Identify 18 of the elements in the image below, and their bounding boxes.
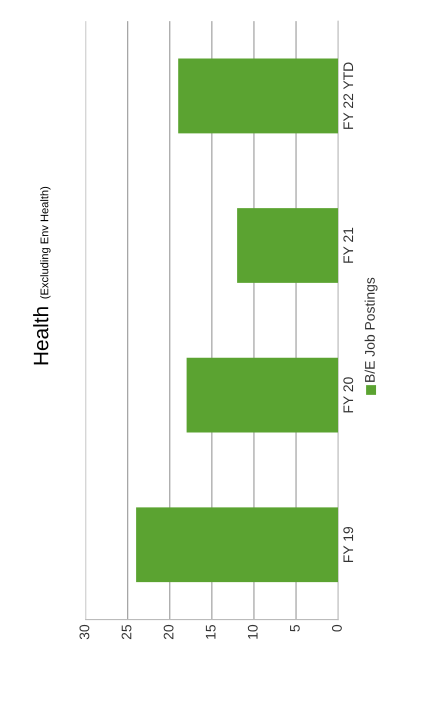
bar (237, 208, 338, 283)
y-tick-label: FY 20 (343, 377, 354, 412)
bar (186, 358, 338, 433)
x-tick-label: 5 (290, 624, 300, 632)
bar (178, 58, 338, 134)
x-tick-label: 0 (332, 624, 342, 632)
text: (Excluding Env Health) (40, 186, 51, 299)
y-tick-label: FY 21 (343, 228, 354, 263)
text: B/E Job Postings (364, 278, 378, 382)
x-tick-label: 20 (164, 624, 174, 640)
x-tick-label: 15 (206, 624, 216, 639)
y-tick-label: FY 22 YTD (343, 62, 354, 129)
x-tick-label: 25 (122, 624, 132, 640)
y-tick-label: FY 19 (343, 526, 354, 562)
x-tick-label: 30 (79, 624, 90, 640)
bar (136, 507, 338, 582)
text: Health (33, 307, 48, 364)
x-tick-label: 10 (248, 624, 258, 639)
